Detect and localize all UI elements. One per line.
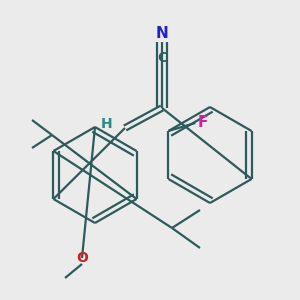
Text: C: C bbox=[157, 51, 167, 65]
Text: O: O bbox=[76, 251, 88, 265]
Text: N: N bbox=[156, 26, 168, 41]
Text: H: H bbox=[101, 117, 113, 131]
Text: F: F bbox=[198, 116, 208, 130]
